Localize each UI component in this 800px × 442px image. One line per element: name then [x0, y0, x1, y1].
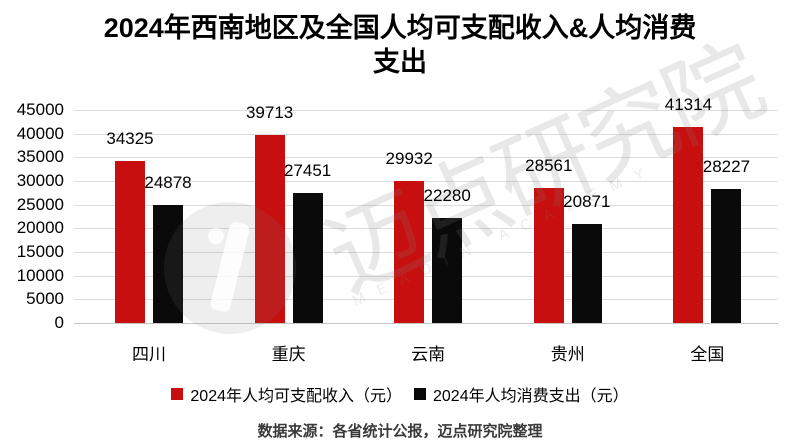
gridline: [74, 157, 778, 159]
chart-legend: 2024年人均可支配收入（元） 2024年人均消费支出（元）: [0, 382, 800, 406]
bar-income-重庆: [254, 135, 285, 323]
gridline: [74, 181, 778, 182]
legend-swatch-income: [171, 388, 184, 400]
watermark-logo-glyph-dot: [208, 228, 224, 244]
gridline: [74, 252, 778, 253]
bar-income-贵州: [533, 187, 564, 323]
bar-value-label: 24878: [144, 173, 192, 193]
gridline: [74, 275, 778, 277]
legend-item-expense: 2024年人均消费支出（元）: [414, 382, 629, 406]
y-axis-tick-label: 0: [54, 313, 64, 332]
y-axis-tick-label: 10000: [16, 265, 64, 285]
x-axis-category-label: 贵州: [550, 345, 585, 364]
watermark-logo-circle: [164, 202, 296, 334]
gridline: [74, 204, 778, 206]
y-axis-tick-label: 45000: [16, 100, 64, 119]
bar-value-label: 20871: [563, 192, 611, 212]
x-axis-category-label: 四川: [132, 345, 166, 364]
y-axis-tick-label: 40000: [16, 123, 64, 143]
gridline: [74, 133, 778, 135]
bar-expense-云南: [432, 217, 463, 323]
legend-label-expense: 2024年人均消费支出（元）: [433, 388, 629, 405]
legend-label-income: 2024年人均可支配收入（元）: [190, 388, 402, 405]
gridline: [74, 228, 778, 230]
bar-value-label: 39713: [245, 103, 294, 123]
x-axis-category-label: 全国: [690, 345, 725, 364]
y-axis-tick-label: 5000: [26, 289, 64, 309]
y-axis-tick-label: 25000: [16, 194, 64, 214]
bar-expense-四川: [153, 205, 183, 323]
bar-income-四川: [115, 160, 145, 323]
data-source-note: 数据来源：各省统计公报，迈点研究院整理: [257, 423, 543, 440]
bar-value-label: 22280: [423, 185, 471, 205]
y-axis-tick-label: 35000: [16, 147, 64, 167]
legend-item-income: 2024年人均可支配收入（元）: [171, 382, 402, 406]
y-axis-tick-label: 15000: [16, 242, 64, 261]
bar-value-label: 27451: [283, 161, 332, 181]
bar-expense-重庆: [292, 193, 323, 323]
gridline: [74, 299, 778, 301]
bar-value-label: 28561: [525, 155, 573, 175]
gridline: [74, 110, 778, 111]
gridline: [74, 323, 778, 324]
bar-value-label: 29932: [385, 149, 433, 169]
legend-swatch-expense: [414, 388, 426, 400]
chart-title: 2024年西南地区及全国人均可支配收入&人均消费 支出: [103, 13, 697, 77]
y-axis-tick-label: 30000: [16, 171, 64, 190]
bar-expense-贵州: [571, 224, 602, 323]
y-axis-tick-label: 20000: [16, 218, 64, 238]
bar-income-云南: [394, 181, 425, 323]
bar-value-label: 41314: [664, 95, 713, 115]
bar-income-全国: [673, 127, 704, 323]
bar-value-label: 28227: [702, 157, 751, 177]
bar-value-label: 34325: [106, 128, 154, 148]
bar-expense-全国: [711, 189, 742, 323]
x-axis-category-label: 重庆: [271, 345, 306, 364]
x-axis-category-label: 云南: [411, 345, 446, 364]
